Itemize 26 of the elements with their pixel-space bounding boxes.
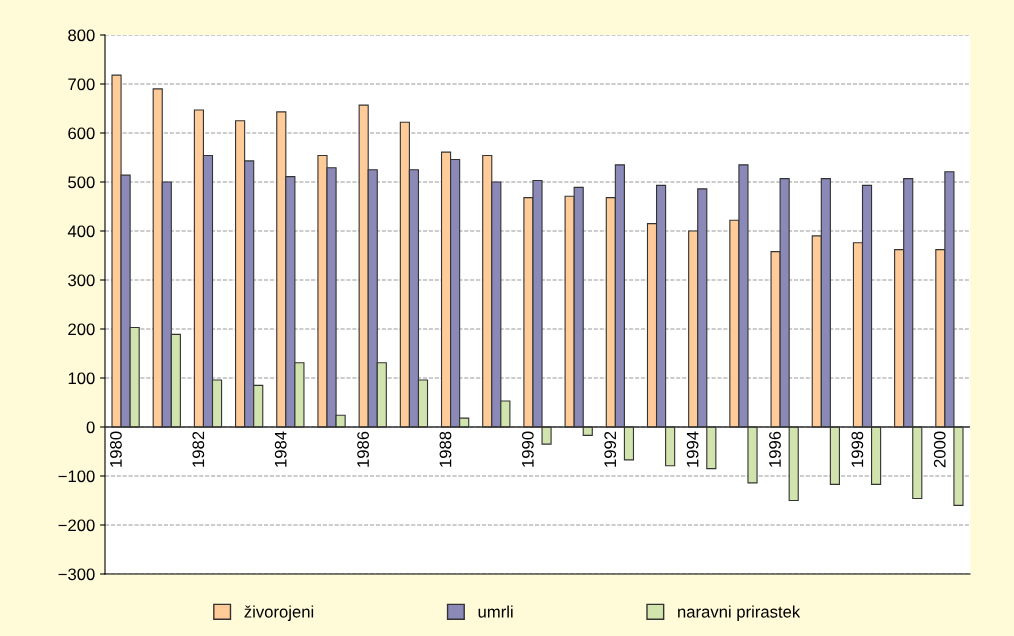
legend-label: živorojeni — [244, 605, 314, 621]
x-tick-label: 1982 — [192, 431, 205, 467]
x-tick-label: 1984 — [274, 431, 287, 467]
legend-label: naravni prirastek — [678, 605, 801, 621]
y-tick-label: −300 — [58, 568, 95, 581]
y-tick-label: 0 — [86, 421, 95, 434]
x-tick-label: 2000 — [933, 431, 946, 468]
x-tick-label: 1988 — [439, 431, 452, 467]
y-tick-label: 600 — [68, 127, 95, 140]
y-tick-label: 100 — [68, 372, 95, 385]
y-tick-label: 400 — [67, 225, 95, 238]
y-tick-label: 200 — [68, 323, 95, 336]
x-tick-label: 1996 — [769, 431, 781, 467]
x-tick-label: 1994 — [686, 431, 699, 467]
y-tick-label: −200 — [58, 519, 95, 532]
y-tick-label: −100 — [58, 470, 95, 483]
x-tick-label: 1986 — [357, 431, 369, 467]
legend-label: umrli — [478, 605, 513, 618]
y-tick-label: 800 — [68, 29, 95, 42]
y-tick-label: 700 — [68, 78, 95, 91]
y-tick-label: 500 — [68, 176, 95, 189]
x-tick-label: 1992 — [604, 431, 617, 467]
x-tick-label: 1980 — [110, 431, 122, 467]
x-tick-label: 1998 — [851, 431, 864, 467]
y-tick-label: 300 — [68, 274, 95, 287]
x-tick-label: 1990 — [521, 431, 534, 467]
